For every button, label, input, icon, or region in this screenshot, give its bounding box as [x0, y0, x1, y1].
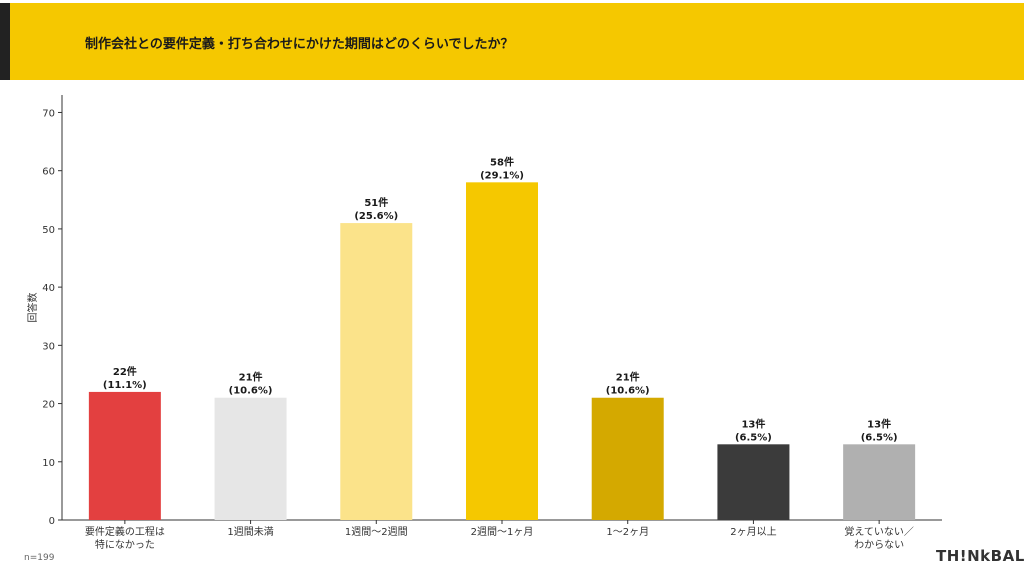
- data-label-count: 58件: [490, 155, 514, 168]
- data-label-percent: (29.1%): [480, 170, 524, 181]
- data-label-count: 22件: [113, 365, 137, 378]
- header-bar: 制作会社との要件定義・打ち合わせにかけた期間はどのくらいでしたか？: [0, 3, 1024, 80]
- sample-size-note: n=199: [24, 553, 55, 563]
- data-label-percent: (10.6%): [606, 386, 650, 397]
- x-tick-label: 覚えていない／: [844, 525, 914, 538]
- x-tick-label: 2週間〜1ヶ月: [471, 526, 534, 538]
- bar: [466, 182, 538, 520]
- x-tick-label: わからない: [854, 539, 904, 551]
- y-tick-label: 10: [42, 458, 55, 469]
- bar: [214, 397, 287, 520]
- data-label-count: 21件: [616, 371, 640, 384]
- brand-logo: TH!NkBAL: [936, 547, 1024, 565]
- data-label-percent: (11.1%): [103, 380, 147, 391]
- y-tick-label: 50: [42, 225, 55, 236]
- y-tick-label: 60: [42, 167, 55, 178]
- bar: [717, 444, 790, 520]
- data-label-count: 21件: [239, 371, 263, 384]
- data-label-percent: (10.6%): [229, 386, 273, 397]
- y-tick-label: 70: [42, 108, 55, 119]
- y-tick-label: 40: [42, 283, 55, 294]
- bar: [88, 391, 161, 520]
- x-tick-label: 要件定義の工程は: [85, 525, 165, 538]
- x-tick-label: 1週間〜2週間: [345, 526, 408, 538]
- bar: [591, 397, 664, 520]
- y-tick-label: 0: [49, 516, 55, 527]
- x-tick-label: 1〜2ヶ月: [606, 526, 649, 538]
- bar: [340, 223, 413, 520]
- data-label-count: 51件: [364, 196, 388, 209]
- y-tick-label: 30: [42, 341, 55, 352]
- x-tick-label: 1週間未満: [227, 526, 273, 538]
- header-accent-stripe: [0, 3, 10, 80]
- page-title: 制作会社との要件定義・打ち合わせにかけた期間はどのくらいでしたか？: [85, 37, 514, 52]
- x-tick-label: 特になかった: [95, 539, 155, 551]
- data-label-count: 13件: [867, 417, 891, 430]
- data-label-percent: (25.6%): [354, 211, 398, 222]
- y-tick-label: 20: [42, 400, 55, 411]
- data-label-percent: (6.5%): [735, 432, 772, 443]
- y-axis-title: 回答数: [26, 293, 39, 323]
- data-label-count: 13件: [741, 417, 765, 430]
- x-tick-label: 2ヶ月以上: [730, 526, 776, 538]
- bar: [843, 444, 916, 520]
- data-label-percent: (6.5%): [861, 432, 898, 443]
